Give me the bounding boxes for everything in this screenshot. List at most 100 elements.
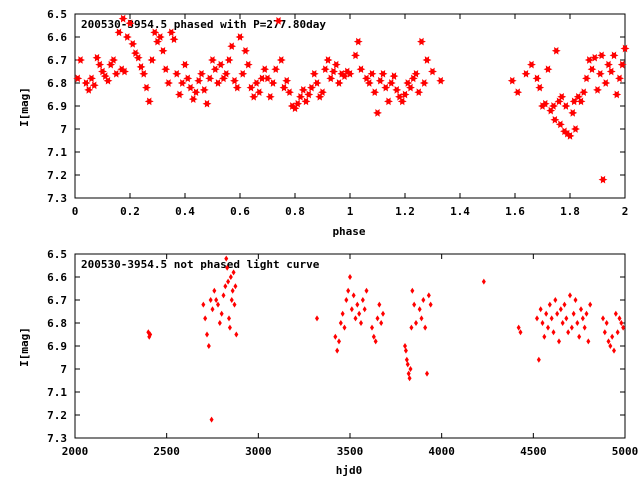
- phased-data-point: [235, 33, 245, 41]
- phased-data-point: [546, 106, 556, 115]
- phased-data-point: [183, 74, 193, 83]
- phased-data-point: [334, 79, 344, 87]
- phased-data-point: [601, 79, 611, 87]
- phased-x-tick-label: 1.4: [450, 205, 470, 218]
- phased-data-point: [260, 65, 270, 74]
- phased-data-point: [309, 69, 319, 78]
- phased-data-point: [177, 79, 187, 87]
- unphased-data-point: [338, 320, 343, 326]
- unphased-x-tick-label: 5000: [612, 445, 639, 458]
- phased-data-point: [584, 56, 594, 64]
- unphased-data-point: [360, 297, 365, 303]
- phased-data-point: [279, 83, 289, 92]
- unphased-data-point: [201, 301, 206, 308]
- phased-y-tick-label: 7.3: [47, 192, 67, 205]
- phased-data-point: [136, 63, 146, 71]
- phased-x-tick-label: 0: [72, 205, 79, 218]
- phased-data-point: [95, 60, 105, 69]
- phased-data-point: [362, 74, 371, 83]
- phased-x-tick-label: 1.2: [395, 205, 415, 218]
- phased-data-point: [301, 97, 311, 106]
- phased-data-point: [521, 69, 531, 78]
- phased-data-point: [543, 65, 553, 74]
- unphased-x-tick-label: 2500: [153, 445, 180, 458]
- phased-data-point: [103, 76, 113, 85]
- phased-data-point: [257, 74, 267, 83]
- unphased-data-point: [219, 310, 224, 317]
- phased-data-point: [155, 33, 165, 41]
- unphased-data-point: [551, 329, 556, 336]
- unphased-data-point: [210, 306, 215, 313]
- unphased-data-point: [546, 324, 550, 331]
- unphased-data-point: [428, 301, 433, 308]
- phased-data-point: [180, 60, 190, 69]
- phased-data-point: [210, 65, 220, 74]
- unphased-data-point: [234, 331, 239, 338]
- phased-data-point: [304, 90, 314, 99]
- phased-data-point: [84, 86, 94, 94]
- unphased-data-point: [405, 361, 410, 368]
- phased-data-point: [213, 79, 223, 87]
- unphased-data-point: [403, 343, 407, 349]
- phased-data-point: [615, 74, 624, 83]
- phased-data-point: [612, 90, 622, 99]
- unphased-data-point: [209, 416, 214, 423]
- phased-y-tick-label: 7.2: [47, 169, 67, 182]
- phased-data-point: [411, 69, 421, 78]
- unphased-x-tick-label: 3000: [245, 445, 272, 458]
- unphased-data-point: [538, 306, 543, 313]
- phased-data-point: [120, 67, 129, 76]
- unphased-data-point: [404, 356, 409, 363]
- unphased-data-point: [408, 366, 413, 372]
- unphased-data-point: [226, 278, 231, 285]
- phased-data-point: [392, 86, 402, 94]
- phased-data-point: [246, 83, 256, 92]
- unphased-data-point: [357, 310, 362, 317]
- unphased-data-point: [560, 320, 565, 326]
- phased-data-point: [274, 17, 283, 25]
- phased-data-point: [386, 79, 396, 87]
- phased-data-point: [208, 56, 217, 64]
- phased-data-point: [609, 51, 619, 60]
- unphased-data-point: [212, 287, 217, 294]
- phased-light-curve-panel: 200530-3954.5 phased with P=277.80day ph…: [18, 8, 630, 238]
- phased-data-point: [114, 28, 124, 37]
- phased-data-point: [557, 92, 567, 101]
- phased-data-point: [98, 67, 107, 76]
- unphased-data-point: [602, 329, 607, 336]
- phased-data-point: [76, 56, 85, 64]
- unphased-x-tick-label: 3500: [337, 445, 364, 458]
- phased-x-tick-label: 0.6: [230, 205, 250, 218]
- phased-data-point: [296, 92, 305, 101]
- phased-axis-ticks: 0 0.2 0.4 0.6 0.8 1 1.2 1.4 1.6 1.8 2 6.5 6.6 6.7 6.8 6…: [47, 8, 628, 218]
- phased-data-point: [565, 132, 575, 140]
- unphased-x-tick-label: 2000: [62, 445, 89, 458]
- unphased-data-point: [579, 306, 583, 313]
- phased-data-point: [252, 79, 261, 87]
- phased-data-point: [568, 109, 578, 117]
- unphased-data-point: [615, 329, 620, 336]
- unphased-data-point: [229, 297, 234, 303]
- phased-data-point: [323, 56, 333, 64]
- phased-data-point: [109, 56, 118, 64]
- phased-data-point: [320, 65, 330, 74]
- phased-data-point: [219, 74, 228, 83]
- unphased-data-point: [371, 333, 376, 340]
- phased-data-point: [561, 102, 571, 110]
- phased-data-point: [550, 115, 560, 124]
- unphased-axis-ticks: 2000 2500 3000 3500 4000 4500 5000 6.5 6.6 6.7 6.8…: [47, 248, 638, 458]
- unphased-data-point: [582, 324, 587, 331]
- phased-data-point: [243, 60, 253, 69]
- phased-data-point: [100, 72, 110, 80]
- unphased-data-point: [232, 301, 237, 308]
- phased-data-point: [106, 60, 116, 69]
- phased-data-point: [315, 92, 325, 101]
- phased-data-point: [535, 83, 545, 92]
- phased-data-point: [216, 60, 226, 69]
- unphased-data-point: [584, 310, 589, 317]
- unphased-data-point: [406, 370, 411, 377]
- phased-data-point: [549, 102, 558, 110]
- unphased-data-point: [421, 297, 426, 303]
- phased-data-point: [370, 88, 380, 97]
- phased-data-point: [188, 95, 198, 103]
